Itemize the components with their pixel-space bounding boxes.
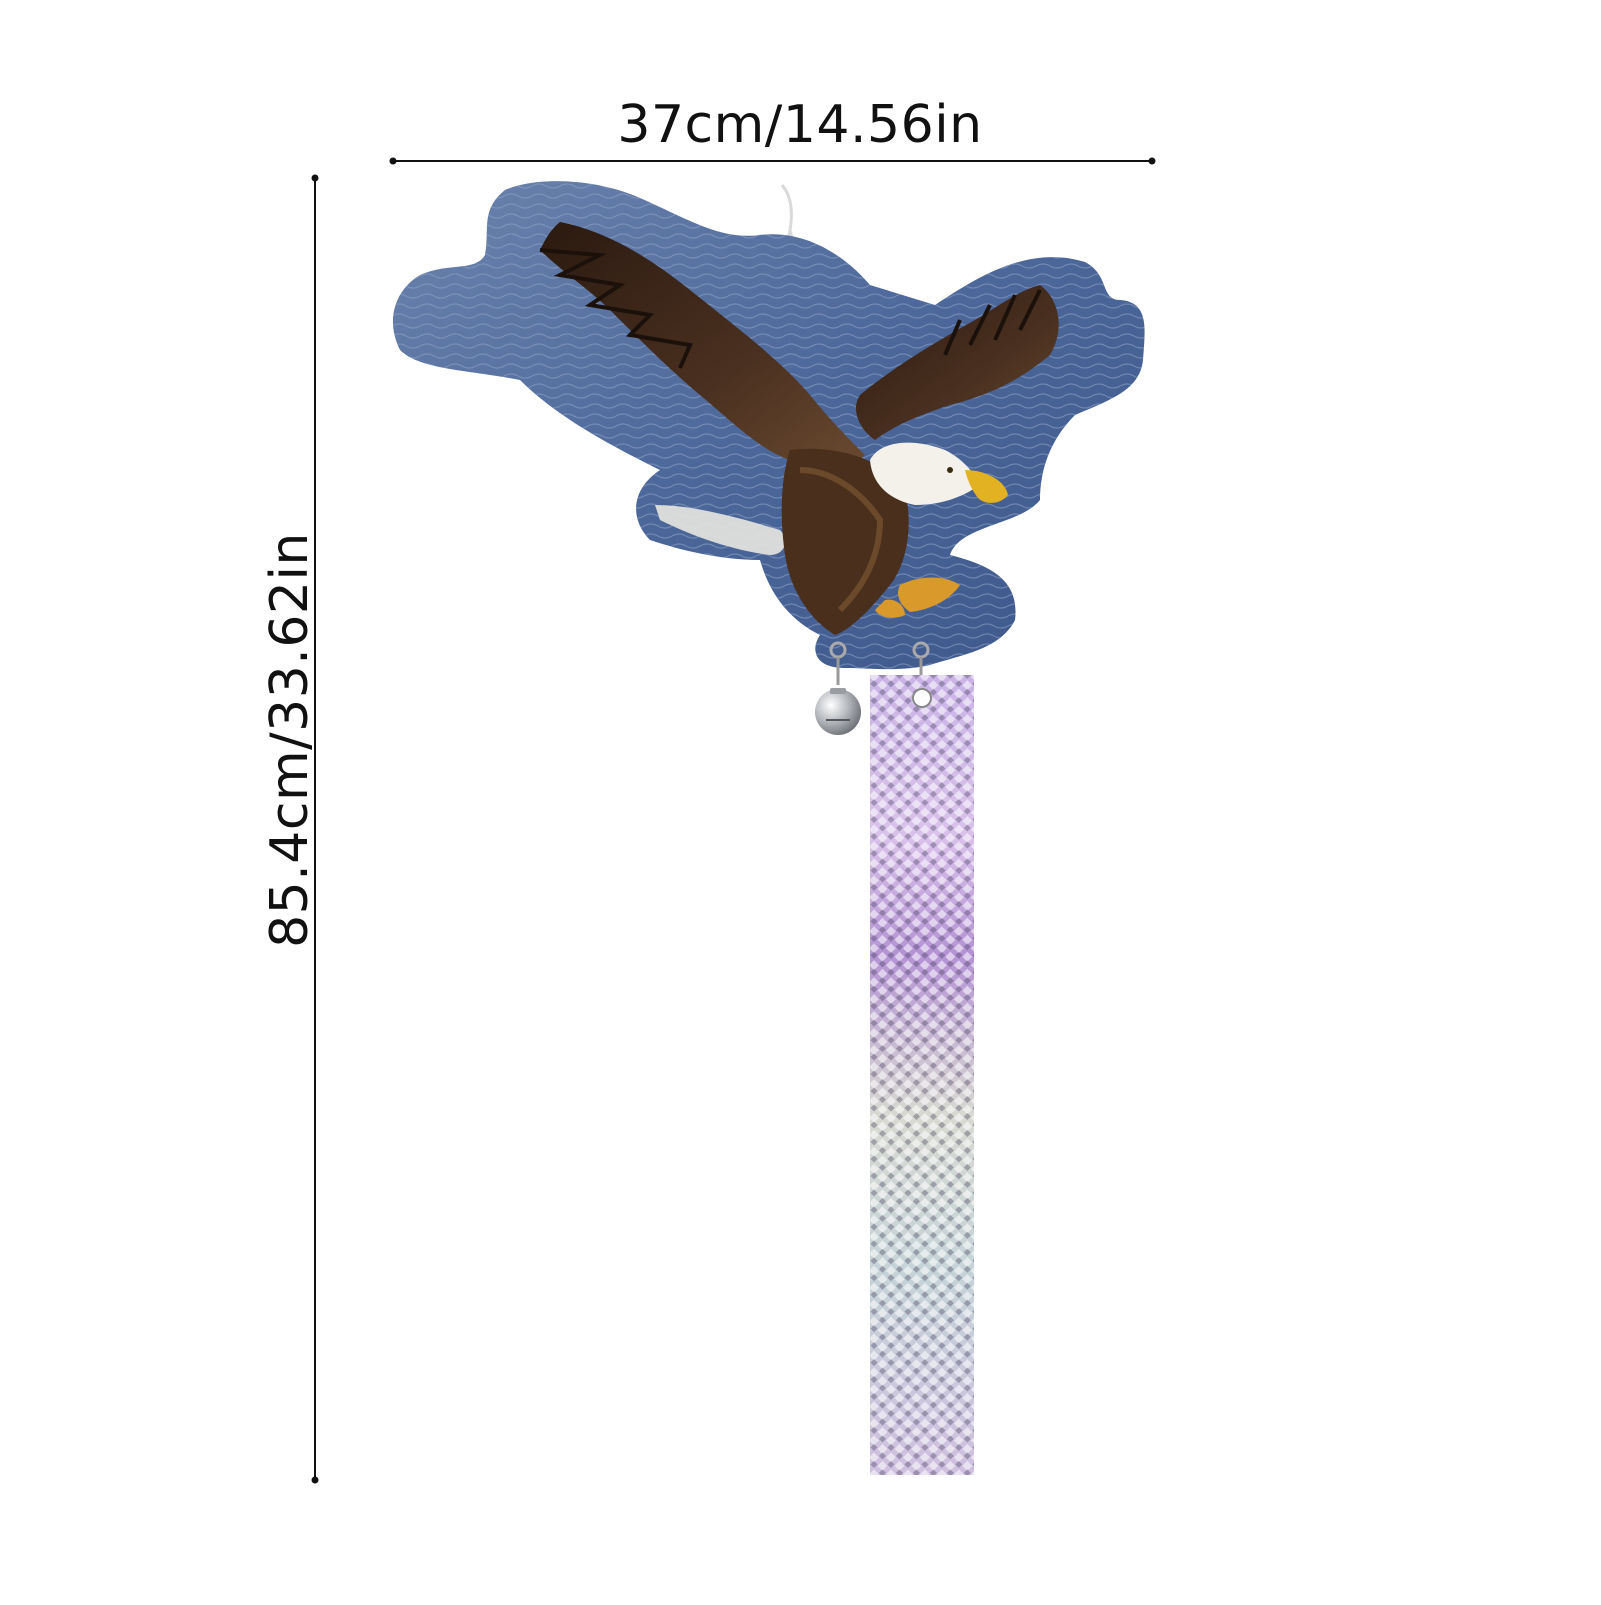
jingle-bell [815,688,861,735]
reflective-strip [870,675,974,1475]
height-dimension-label: 85.4cm/33.62in [260,532,320,948]
width-dimension-label: 37cm/14.56in [617,95,983,155]
eagle-illustration [539,222,1059,635]
height-dimension-line [311,174,319,1484]
width-dimension-line [389,157,1156,165]
